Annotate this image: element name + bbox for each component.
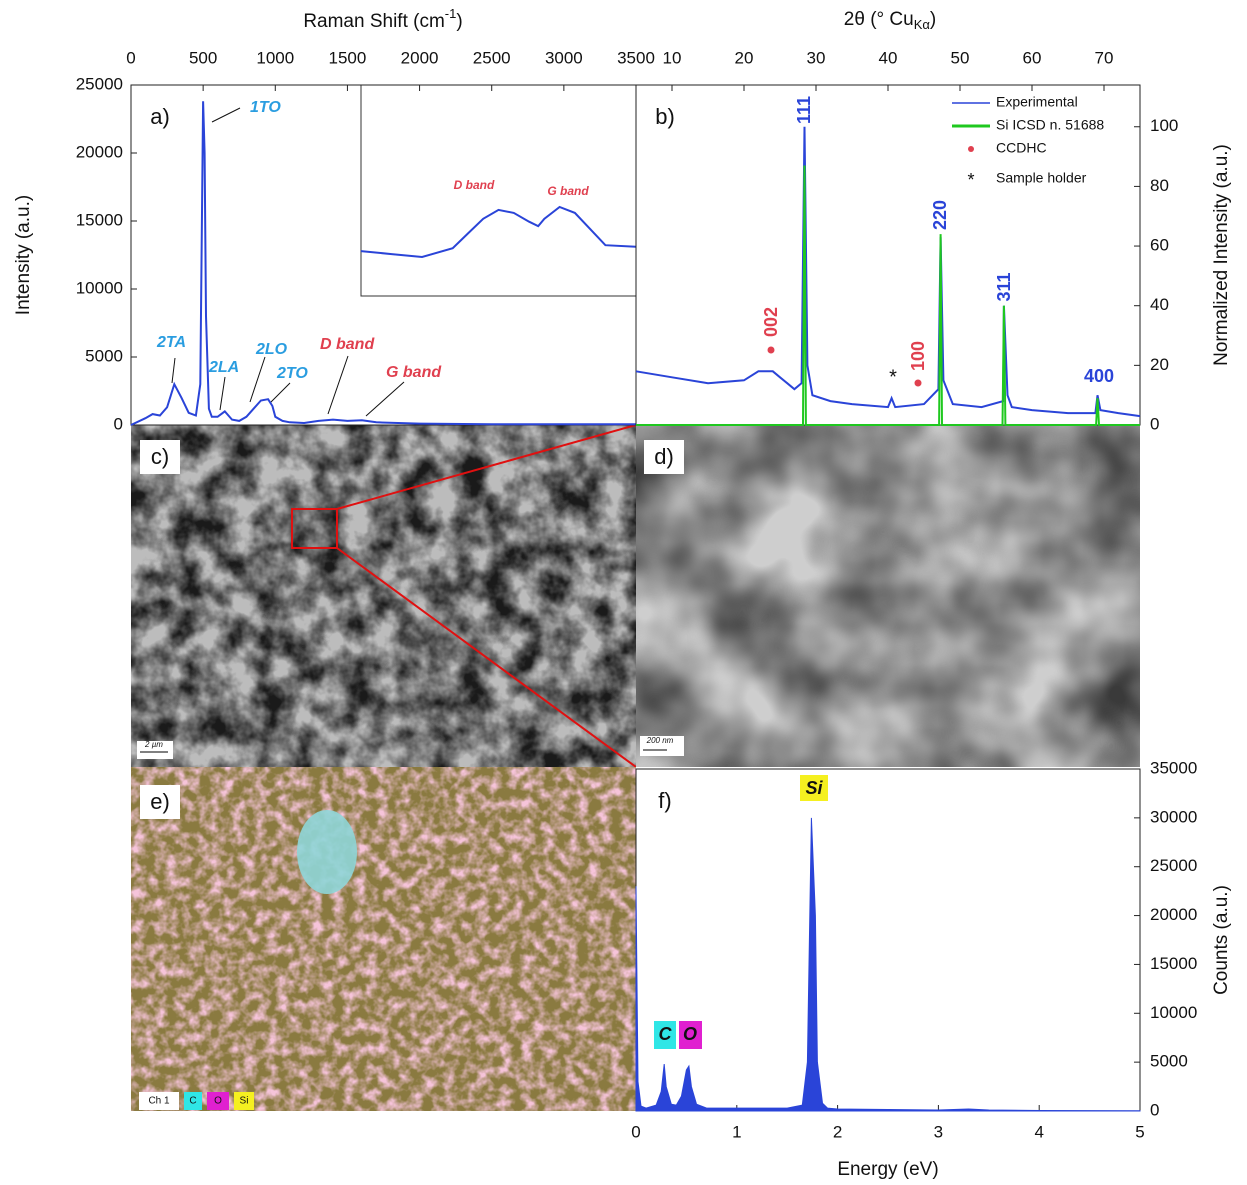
x-tick-label: 4 — [1034, 1122, 1043, 1141]
peak-label: 100 — [908, 341, 928, 371]
y-tick-label: 35000 — [1150, 758, 1197, 777]
y-tick-label: 0 — [114, 414, 123, 433]
x-tick-label: 0 — [631, 1122, 640, 1141]
sem-image-c: 2 µm c) — [131, 425, 636, 767]
y-axis-title: Normalized Intensity (a.u.) — [1211, 144, 1232, 366]
x-tick-label: 3 — [934, 1122, 943, 1141]
y-tick-label: 0 — [1150, 1100, 1159, 1119]
legend-label: CCDHC — [996, 140, 1047, 156]
y-tick-label: 25000 — [76, 74, 123, 93]
scale-bar-label: 200 nm — [646, 736, 674, 745]
y-tick-label: 40 — [1150, 295, 1169, 314]
annotation: 2LA — [208, 359, 239, 376]
x-axis-title: Raman Shift (cm-1) — [303, 6, 462, 32]
y-tick-label: 15000 — [1150, 954, 1197, 973]
x-tick-label: 2 — [833, 1122, 842, 1141]
legend-label: Si — [240, 1096, 249, 1107]
y-tick-label: 30000 — [1150, 807, 1197, 826]
line — [636, 166, 1140, 426]
x-axis-title: Energy (eV) — [837, 1159, 938, 1180]
peak-label: 002 — [761, 307, 781, 337]
y-tick-label: 20000 — [1150, 905, 1197, 924]
y-tick-label: 80 — [1150, 176, 1169, 195]
x-tick-label: 5 — [1135, 1122, 1144, 1141]
peak-label: 311 — [994, 272, 1014, 301]
y-tick-label: 100 — [1150, 116, 1178, 135]
peak-label: 400 — [1084, 366, 1114, 386]
legend-label: Sample holder — [996, 170, 1087, 186]
x-tick-label: 30 — [807, 48, 826, 67]
legend-label: C — [189, 1096, 196, 1107]
x-tick-label: 60 — [1023, 48, 1042, 67]
panel-label: a) — [150, 104, 170, 129]
panel-label: d) — [654, 444, 674, 469]
x-tick-label: 1000 — [256, 48, 294, 67]
y-tick-label: 0 — [1150, 414, 1159, 433]
inset-label: G band — [547, 184, 589, 198]
area — [636, 818, 1140, 1111]
y-tick-label: 5000 — [85, 346, 123, 365]
x-tick-label: 50 — [951, 48, 970, 67]
inset-label: D band — [454, 178, 495, 192]
legend-label: O — [214, 1096, 222, 1107]
x-tick-label: 3500 — [617, 48, 655, 67]
annotation: 2TA — [156, 334, 186, 351]
annotation: 1TO — [250, 99, 281, 116]
figure: 2 µm c) 200 nm d) e) Ch 1 C O Si Raman S… — [0, 0, 1247, 1185]
y-tick-label: 15000 — [76, 210, 123, 229]
x-tick-label: 500 — [189, 48, 217, 67]
peak-label: 220 — [930, 200, 950, 230]
legend-label: Ch 1 — [148, 1096, 170, 1107]
annotation: D band — [320, 336, 375, 353]
y-axis-title: Counts (a.u.) — [1211, 885, 1232, 995]
annotation: 2LO — [255, 341, 288, 358]
panel-label: b) — [655, 104, 675, 129]
y-tick-label: 10000 — [1150, 1003, 1197, 1022]
y-tick-label: 60 — [1150, 236, 1169, 255]
peak-label: 111 — [794, 96, 814, 124]
x-tick-label: 1 — [732, 1122, 741, 1141]
panel-label: c) — [151, 444, 169, 469]
ccdhc-marker — [915, 380, 922, 387]
panel-label: e) — [150, 789, 170, 814]
y-tick-label: 5000 — [1150, 1052, 1188, 1071]
y-tick-label: 20000 — [76, 142, 123, 161]
eds-map-e: e) Ch 1 C O Si — [131, 767, 636, 1111]
x-tick-label: 1500 — [329, 48, 367, 67]
element-label: C — [659, 1024, 673, 1044]
y-tick-label: 25000 — [1150, 856, 1197, 875]
element-label: Si — [805, 778, 823, 798]
y-tick-label: 10000 — [76, 278, 123, 297]
legend-label: Si ICSD n. 51688 — [996, 117, 1104, 133]
legend-swatch — [968, 146, 974, 152]
sem-image-d: 200 nm d) — [636, 425, 1140, 767]
annotation: G band — [386, 364, 442, 381]
legend-label: Experimental — [996, 94, 1078, 110]
x-tick-label: 0 — [126, 48, 135, 67]
x-tick-label: 40 — [879, 48, 898, 67]
x-tick-label: 70 — [1095, 48, 1114, 67]
scale-bar-label: 2 µm — [144, 740, 163, 749]
panel-label: f) — [658, 788, 671, 813]
plot-frame — [636, 85, 1140, 425]
y-tick-label: 20 — [1150, 355, 1169, 374]
y-axis-title: Intensity (a.u.) — [13, 195, 34, 315]
x-tick-label: 10 — [663, 48, 682, 67]
x-axis-title: 2θ (° CuKα) — [844, 9, 936, 32]
element-label: O — [683, 1024, 697, 1044]
x-tick-label: 3000 — [545, 48, 583, 67]
x-tick-label: 20 — [735, 48, 754, 67]
legend-symbol: * — [967, 170, 974, 190]
ccdhc-marker — [768, 347, 775, 354]
sample-holder-marker: * — [889, 366, 897, 388]
annotation: 2TO — [276, 365, 308, 382]
x-tick-label: 2500 — [473, 48, 511, 67]
x-tick-label: 2000 — [401, 48, 439, 67]
plot-frame — [636, 769, 1140, 1111]
